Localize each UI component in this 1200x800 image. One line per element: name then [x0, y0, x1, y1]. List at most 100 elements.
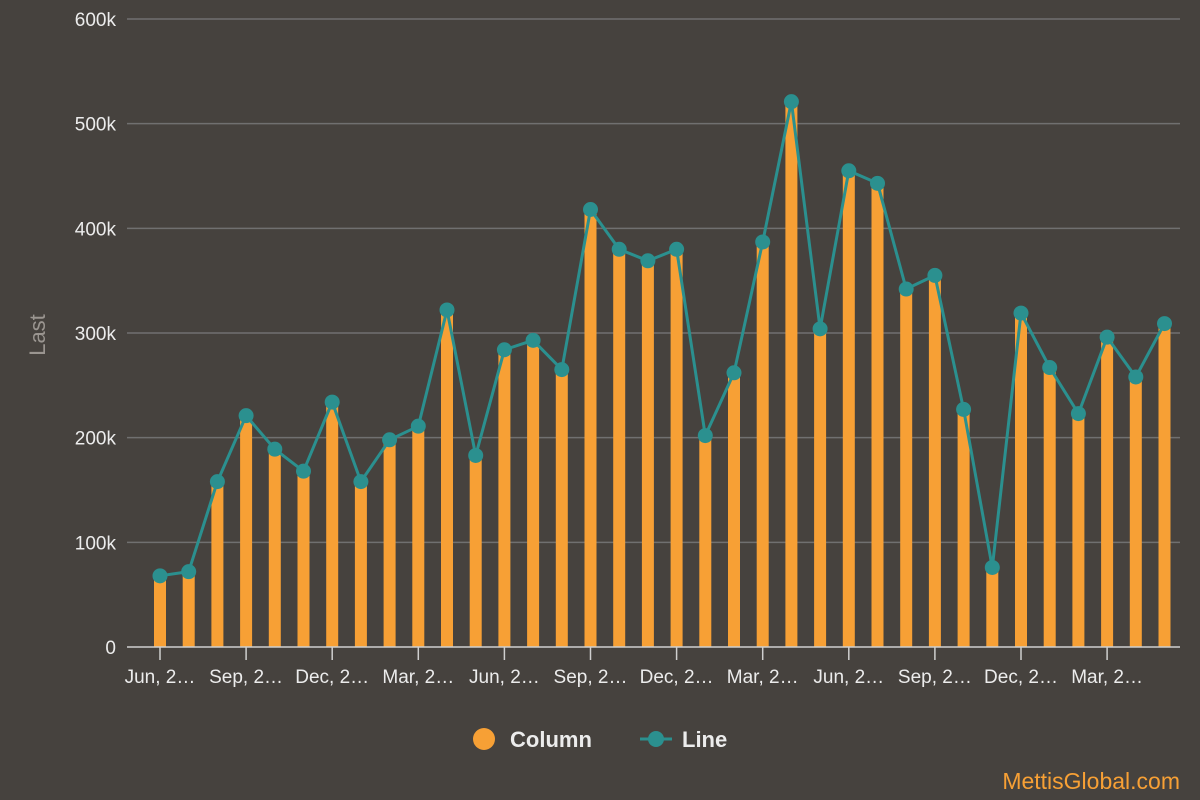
column-bar	[670, 249, 683, 647]
x-tick-label: Dec, 2…	[295, 667, 369, 688]
legend-column-label: Column	[510, 727, 592, 752]
y-tick-label: 400k	[75, 219, 117, 240]
line-point	[984, 559, 1000, 575]
legend-item-line[interactable]: Line	[640, 727, 727, 752]
column-bar	[1072, 413, 1085, 647]
line-point	[956, 401, 972, 417]
line-point	[841, 163, 857, 179]
line-point	[1128, 369, 1144, 385]
legend: Column Line	[473, 727, 727, 752]
y-tick-label: 0	[105, 638, 116, 659]
credit-link[interactable]: MettisGlobal.com	[1002, 768, 1180, 794]
line-point	[1042, 360, 1058, 376]
y-axis-ticks: 0 100k 200k 300k 400k 500k 600k	[75, 10, 117, 659]
x-tick-label: Mar, 2…	[382, 667, 454, 688]
column-bar	[555, 369, 568, 647]
column-bar	[441, 309, 453, 647]
x-tick-label: Jun, 2…	[125, 667, 196, 688]
column-bar	[1015, 313, 1027, 647]
column-bar	[182, 571, 195, 647]
column-bar	[527, 340, 540, 647]
legend-column-marker	[473, 728, 495, 750]
line-point	[697, 428, 713, 444]
column-bar	[900, 289, 913, 647]
column-bar	[469, 455, 482, 647]
x-tick-label: Sep, 2…	[898, 667, 972, 688]
legend-line-marker	[648, 731, 664, 747]
line-point	[898, 281, 914, 297]
column-bar	[871, 183, 884, 647]
column-bar	[412, 426, 425, 647]
legend-item-column[interactable]: Column	[473, 727, 592, 752]
column-bar	[326, 402, 339, 647]
column-series	[154, 101, 1171, 648]
line-point	[669, 241, 685, 257]
legend-line-label: Line	[682, 727, 727, 752]
column-bar	[354, 481, 367, 647]
x-tick-label: Sep, 2…	[209, 667, 283, 688]
x-axis: Jun, 2… Sep, 2… Dec, 2… Mar, 2… Jun, 2… Sep, …	[125, 646, 1180, 688]
line-point	[640, 253, 656, 269]
line-point	[726, 365, 742, 381]
x-tick-label: Jun, 2…	[813, 667, 884, 688]
line-point	[525, 332, 541, 348]
x-tick-label: Dec, 2…	[640, 667, 714, 688]
line-point	[468, 447, 484, 463]
column-bar	[297, 471, 310, 647]
line-point	[755, 234, 771, 250]
x-tick-label: Mar, 2…	[1071, 667, 1143, 688]
line-point	[783, 94, 799, 110]
line-point	[209, 474, 225, 490]
line-point	[1099, 329, 1115, 345]
line-series	[152, 94, 1172, 584]
x-tick-label: Dec, 2…	[984, 667, 1058, 688]
column-bar	[584, 209, 597, 647]
column-bar	[1158, 323, 1171, 647]
column-bar	[613, 249, 626, 647]
line-point	[238, 408, 254, 424]
y-tick-label: 300k	[75, 324, 117, 345]
line-point	[496, 342, 512, 358]
line-path	[159, 100, 1166, 578]
x-tick-label: Jun, 2…	[469, 667, 540, 688]
column-bar	[1129, 376, 1142, 647]
line-point	[870, 175, 885, 191]
column-bar	[699, 435, 712, 647]
line-point	[611, 241, 627, 257]
column-bar	[756, 241, 769, 647]
column-bar	[814, 328, 827, 647]
column-bar	[1043, 367, 1056, 647]
column-bar	[383, 439, 396, 647]
column-bar	[154, 575, 166, 647]
column-bar	[785, 101, 798, 648]
column-bar	[268, 449, 281, 647]
column-bar	[1101, 337, 1114, 647]
line-point	[554, 362, 570, 378]
x-tick-label: Sep, 2…	[554, 667, 628, 688]
line-point	[1070, 406, 1086, 422]
column-bar	[498, 349, 511, 647]
line-point	[927, 267, 943, 283]
line-point	[1013, 305, 1029, 321]
column-bar	[842, 170, 855, 647]
column-bar	[211, 481, 224, 647]
line-point	[152, 568, 168, 584]
y-axis-title: Last	[25, 314, 50, 356]
line-point	[353, 474, 369, 490]
y-tick-label: 500k	[75, 115, 117, 136]
column-bar	[641, 260, 654, 647]
line-point	[324, 394, 340, 410]
x-tick-label: Mar, 2…	[727, 667, 799, 688]
line-point	[296, 463, 311, 479]
line-point	[439, 302, 455, 318]
y-tick-label: 200k	[75, 429, 117, 450]
column-bar	[957, 409, 970, 647]
y-tick-label: 100k	[75, 533, 117, 554]
column-bar	[728, 372, 740, 647]
column-bar	[240, 415, 253, 647]
line-point	[382, 432, 398, 448]
line-point	[267, 441, 283, 457]
y-tick-label: 600k	[75, 10, 117, 31]
